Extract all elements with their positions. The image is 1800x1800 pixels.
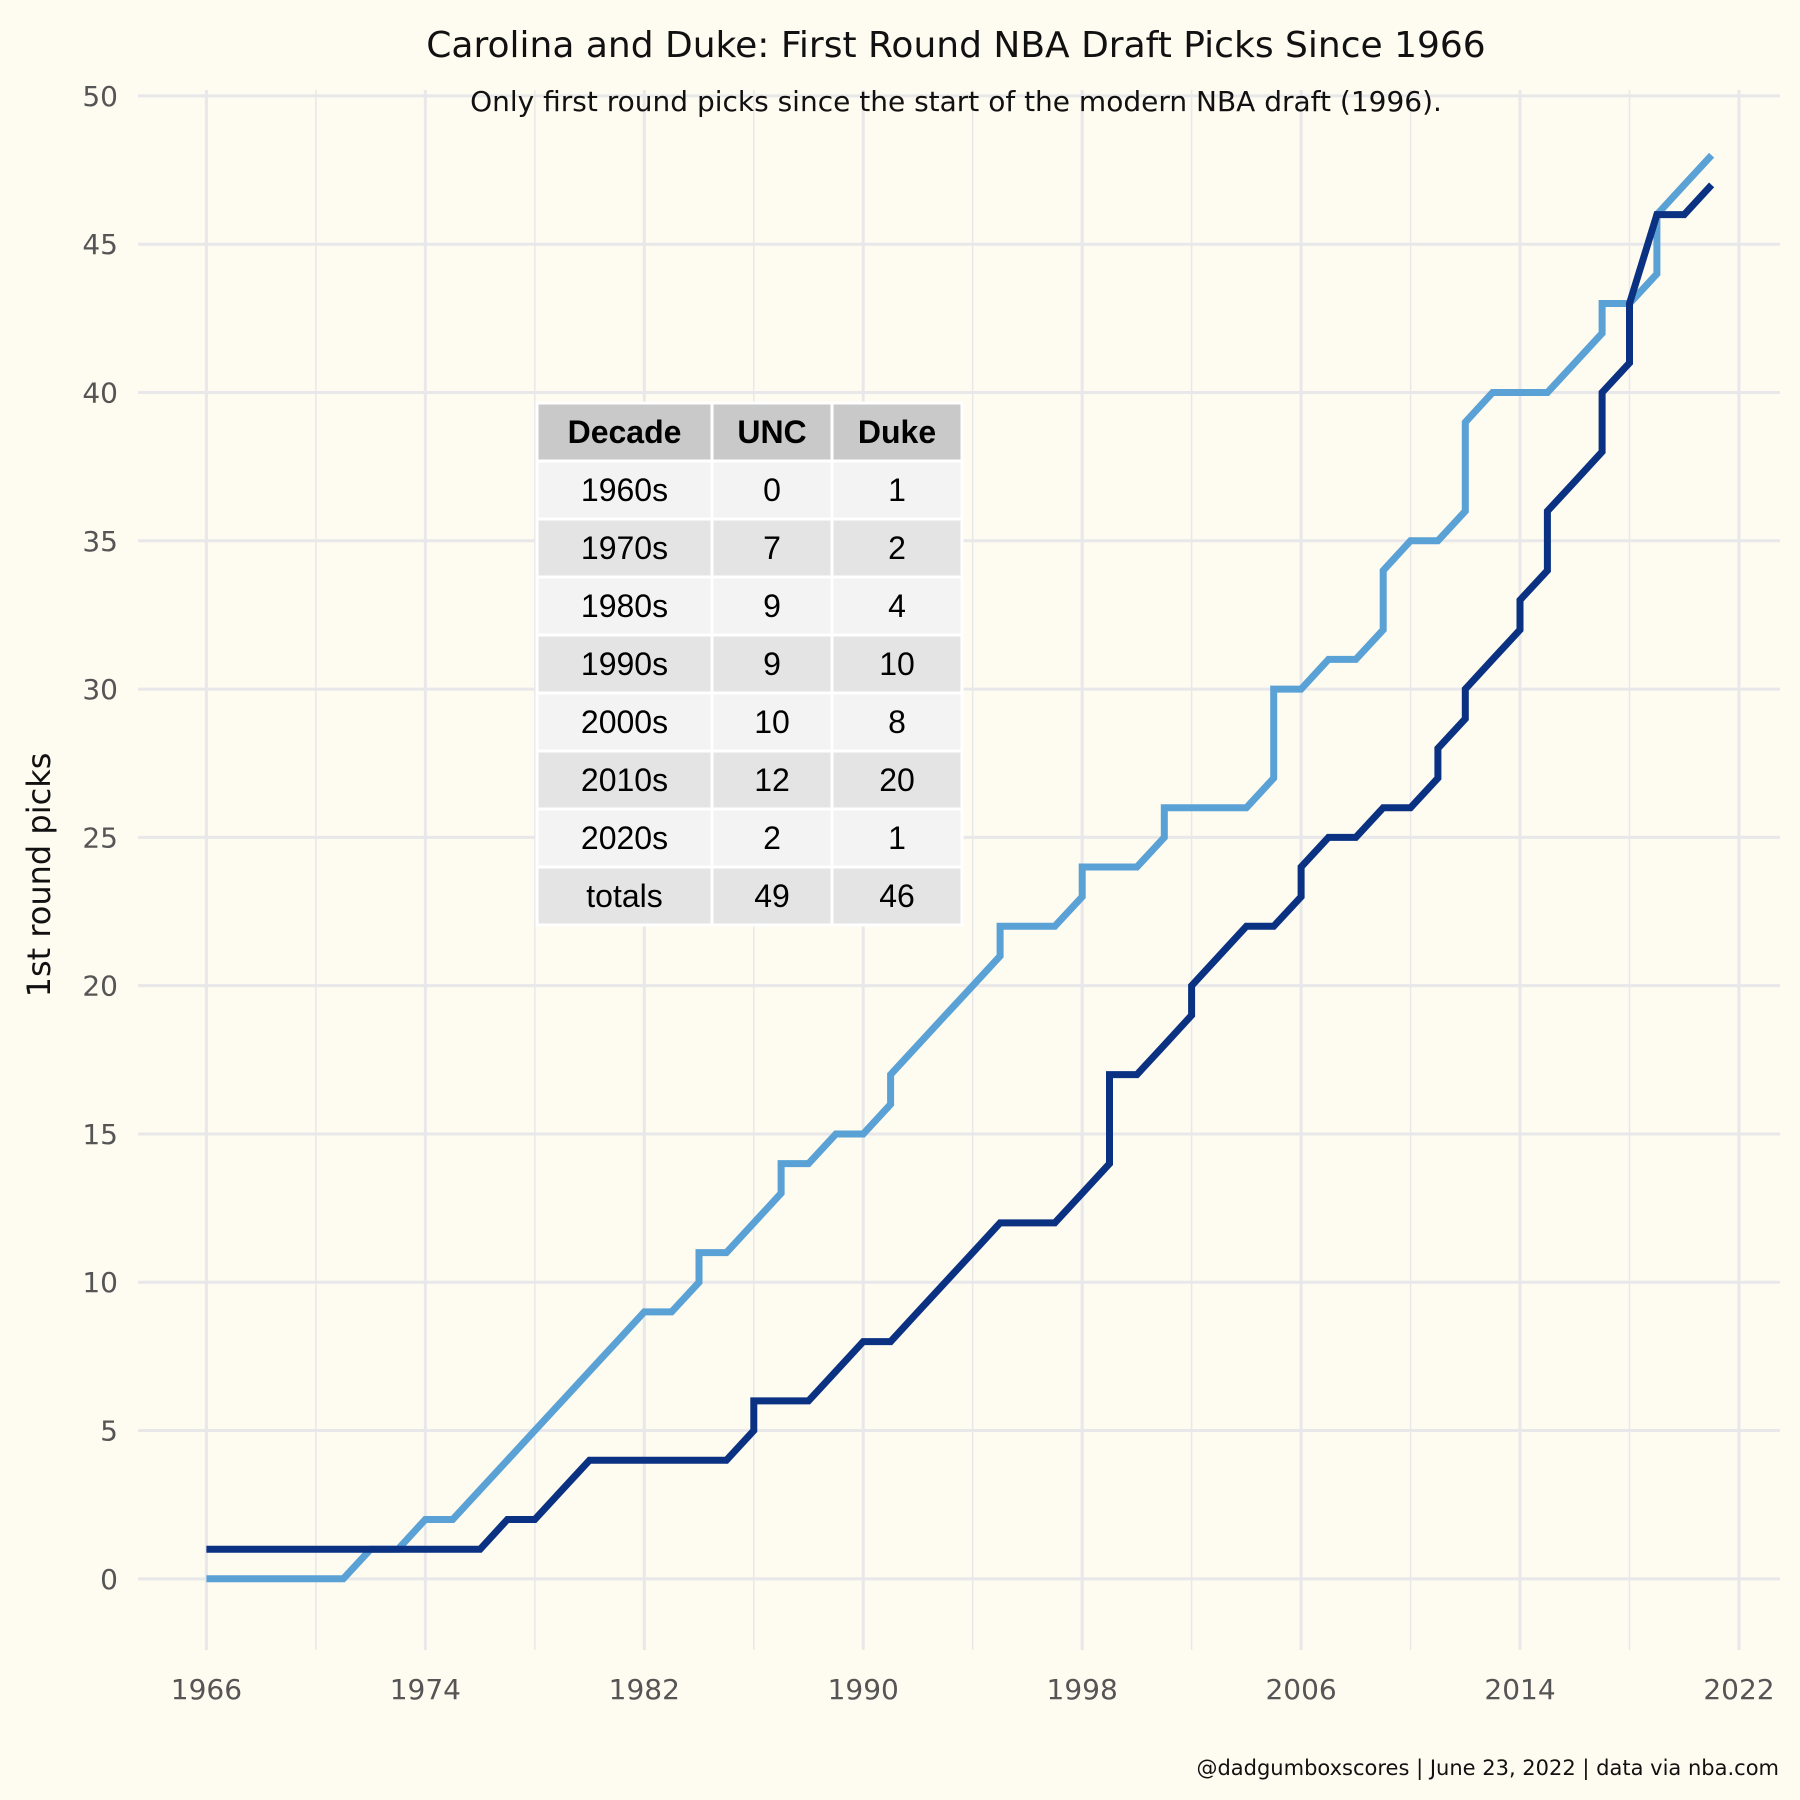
table-cell-bg: [830, 517, 964, 579]
table-cell: 8: [888, 704, 906, 740]
y-axis-tick-labels: 0 5 10 15 20 25 30 35 40 45 50: [82, 80, 118, 1596]
table-cell: 10: [754, 704, 790, 740]
table-cell: 7: [763, 530, 781, 566]
y-tick-label: 15: [82, 1118, 118, 1151]
x-tick-label: 1966: [171, 1673, 242, 1706]
table-cell: 2010s: [581, 762, 668, 798]
table-cell: 1: [888, 820, 906, 856]
table-cell-bg: [830, 633, 964, 695]
table-cell: 46: [879, 878, 915, 914]
table-cell: 49: [754, 878, 790, 914]
table-header-cell: Decade: [568, 414, 682, 450]
table-cell-bg: [830, 459, 964, 521]
x-axis-tick-labels: 1966 1974 1982 1990 1998 2006 2014 2022: [171, 1673, 1775, 1706]
series-line-duke: [206, 182, 1715, 1553]
table-cell-bg: [535, 459, 714, 521]
y-tick-label: 10: [82, 1266, 118, 1299]
x-tick-label: 2014: [1484, 1673, 1555, 1706]
y-tick-label: 40: [82, 377, 118, 410]
series-line-unc: [206, 152, 1715, 1583]
table-cell: 2: [888, 530, 906, 566]
table-cell: 9: [763, 588, 781, 624]
table-cell-bg: [830, 749, 964, 811]
x-tick-label: 1974: [390, 1673, 461, 1706]
table-cell: 0: [763, 472, 781, 508]
table-cell: 10: [879, 646, 915, 682]
chart-title: Carolina and Duke: First Round NBA Draft…: [426, 25, 1485, 66]
table-cell: 2000s: [581, 704, 668, 740]
table-cell-bg: [710, 865, 834, 927]
table-header-cell: UNC: [737, 414, 806, 450]
table-cell-bg: [535, 517, 714, 579]
table-cell: 2: [763, 820, 781, 856]
table-cell: 20: [879, 762, 915, 798]
table-cell: 1960s: [581, 472, 668, 508]
x-tick-label: 2006: [1265, 1673, 1336, 1706]
chart-subtitle: Only first round picks since the start o…: [470, 85, 1442, 118]
table-cell: 9: [763, 646, 781, 682]
x-tick-label: 2022: [1703, 1673, 1774, 1706]
table-cell: 2020s: [581, 820, 668, 856]
table-cell-bg: [535, 807, 714, 869]
table-header-cell: Duke: [858, 414, 936, 450]
table-cell: 1: [888, 472, 906, 508]
y-tick-label: 35: [82, 525, 118, 558]
y-tick-label: 50: [82, 80, 118, 113]
table-cell: 1980s: [581, 588, 668, 624]
table-cell: 1990s: [581, 646, 668, 682]
y-tick-label: 45: [82, 228, 118, 261]
y-tick-label: 25: [82, 821, 118, 854]
x-tick-label: 1998: [1047, 1673, 1118, 1706]
chart-caption: @dadgumboxscores | June 23, 2022 | data …: [1196, 1756, 1779, 1781]
table-header-cell-bg: [710, 401, 834, 463]
table-cell-bg: [830, 807, 964, 869]
series-lines: [206, 152, 1715, 1583]
y-tick-label: 5: [100, 1415, 118, 1448]
decade-table: Decade UNC Duke 1960s 0 1 1970s 7 2 1980s 9 4 1990s 9…: [535, 401, 964, 927]
table-cell-bg: [535, 865, 714, 927]
y-tick-label: 30: [82, 673, 118, 706]
table-cell-bg: [710, 749, 834, 811]
table-cell: 1970s: [581, 530, 668, 566]
y-tick-label: 20: [82, 970, 118, 1003]
x-tick-label: 1982: [609, 1673, 680, 1706]
table-cell-bg: [830, 865, 964, 927]
table-cell-bg: [710, 459, 834, 521]
table-cell: 12: [754, 762, 790, 798]
x-tick-label: 1990: [828, 1673, 899, 1706]
y-axis-label: 1st round picks: [20, 753, 58, 998]
table-cell-bg: [710, 575, 834, 637]
table-cell: totals: [586, 878, 662, 914]
y-tick-label: 0: [100, 1563, 118, 1596]
table-cell: 4: [888, 588, 906, 624]
